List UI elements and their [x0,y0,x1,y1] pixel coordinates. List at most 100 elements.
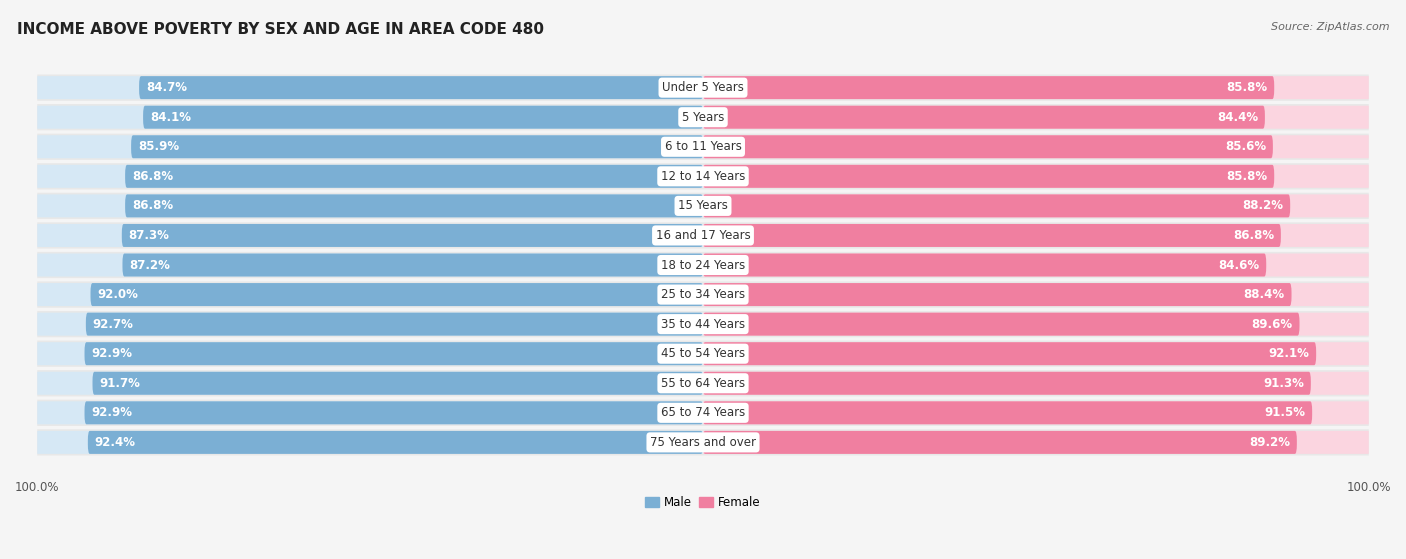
FancyBboxPatch shape [703,372,1310,395]
Text: 25 to 34 Years: 25 to 34 Years [661,288,745,301]
FancyBboxPatch shape [143,106,703,129]
FancyBboxPatch shape [37,222,1369,249]
Text: Under 5 Years: Under 5 Years [662,81,744,94]
FancyBboxPatch shape [703,283,1292,306]
FancyBboxPatch shape [125,165,703,188]
Text: 5 Years: 5 Years [682,111,724,124]
Text: 84.7%: 84.7% [146,81,187,94]
FancyBboxPatch shape [37,400,1369,426]
Legend: Male, Female: Male, Female [641,491,765,514]
Text: 85.6%: 85.6% [1225,140,1267,153]
FancyBboxPatch shape [87,431,703,454]
Text: 84.4%: 84.4% [1218,111,1258,124]
FancyBboxPatch shape [703,106,1369,129]
Text: 92.9%: 92.9% [91,406,132,419]
Text: 55 to 64 Years: 55 to 64 Years [661,377,745,390]
Text: Source: ZipAtlas.com: Source: ZipAtlas.com [1271,22,1389,32]
FancyBboxPatch shape [122,254,703,277]
FancyBboxPatch shape [37,340,1369,367]
Text: 85.8%: 85.8% [1226,170,1268,183]
FancyBboxPatch shape [703,224,1281,247]
FancyBboxPatch shape [37,135,703,158]
Text: 92.9%: 92.9% [91,347,132,360]
FancyBboxPatch shape [37,193,1369,219]
Text: 88.4%: 88.4% [1244,288,1285,301]
FancyBboxPatch shape [703,76,1274,99]
Text: 89.6%: 89.6% [1251,318,1294,330]
FancyBboxPatch shape [703,254,1369,277]
FancyBboxPatch shape [703,254,1267,277]
FancyBboxPatch shape [37,76,703,99]
FancyBboxPatch shape [703,342,1369,365]
FancyBboxPatch shape [37,429,1369,456]
FancyBboxPatch shape [84,342,703,365]
Text: 6 to 11 Years: 6 to 11 Years [665,140,741,153]
FancyBboxPatch shape [703,165,1274,188]
Text: 86.8%: 86.8% [132,170,173,183]
FancyBboxPatch shape [37,312,703,335]
FancyBboxPatch shape [703,135,1272,158]
FancyBboxPatch shape [37,311,1369,337]
Text: 86.8%: 86.8% [1233,229,1274,242]
Text: 45 to 54 Years: 45 to 54 Years [661,347,745,360]
FancyBboxPatch shape [37,283,703,306]
FancyBboxPatch shape [37,224,703,247]
FancyBboxPatch shape [131,135,703,158]
Text: 75 Years and over: 75 Years and over [650,436,756,449]
Text: 84.6%: 84.6% [1219,258,1260,272]
FancyBboxPatch shape [84,401,703,424]
FancyBboxPatch shape [703,106,1265,129]
Text: 86.8%: 86.8% [132,200,173,212]
Text: 91.3%: 91.3% [1264,377,1305,390]
Text: 92.0%: 92.0% [97,288,138,301]
Text: 92.4%: 92.4% [94,436,135,449]
FancyBboxPatch shape [90,283,703,306]
FancyBboxPatch shape [37,104,1369,130]
FancyBboxPatch shape [37,372,703,395]
FancyBboxPatch shape [37,134,1369,160]
Text: 12 to 14 Years: 12 to 14 Years [661,170,745,183]
FancyBboxPatch shape [703,165,1369,188]
FancyBboxPatch shape [37,252,1369,278]
FancyBboxPatch shape [37,401,703,424]
FancyBboxPatch shape [703,431,1369,454]
Text: 84.1%: 84.1% [150,111,191,124]
FancyBboxPatch shape [703,342,1316,365]
FancyBboxPatch shape [703,195,1291,217]
FancyBboxPatch shape [86,312,703,335]
Text: 88.2%: 88.2% [1243,200,1284,212]
FancyBboxPatch shape [37,163,1369,190]
Text: 91.7%: 91.7% [100,377,141,390]
FancyBboxPatch shape [703,195,1369,217]
FancyBboxPatch shape [37,370,1369,396]
FancyBboxPatch shape [139,76,703,99]
FancyBboxPatch shape [37,281,1369,307]
FancyBboxPatch shape [125,195,703,217]
Text: 91.5%: 91.5% [1264,406,1306,419]
Text: 15 Years: 15 Years [678,200,728,212]
Text: 16 and 17 Years: 16 and 17 Years [655,229,751,242]
FancyBboxPatch shape [37,106,703,129]
FancyBboxPatch shape [703,401,1369,424]
FancyBboxPatch shape [703,431,1296,454]
FancyBboxPatch shape [703,312,1299,335]
Text: 35 to 44 Years: 35 to 44 Years [661,318,745,330]
FancyBboxPatch shape [703,76,1369,99]
FancyBboxPatch shape [37,431,703,454]
Text: 87.3%: 87.3% [128,229,169,242]
Text: 87.2%: 87.2% [129,258,170,272]
FancyBboxPatch shape [703,372,1369,395]
FancyBboxPatch shape [37,74,1369,101]
Text: 85.8%: 85.8% [1226,81,1268,94]
FancyBboxPatch shape [93,372,703,395]
FancyBboxPatch shape [703,135,1369,158]
FancyBboxPatch shape [703,312,1369,335]
FancyBboxPatch shape [37,165,703,188]
Text: INCOME ABOVE POVERTY BY SEX AND AGE IN AREA CODE 480: INCOME ABOVE POVERTY BY SEX AND AGE IN A… [17,22,544,37]
Text: 92.7%: 92.7% [93,318,134,330]
FancyBboxPatch shape [37,342,703,365]
FancyBboxPatch shape [37,195,703,217]
FancyBboxPatch shape [703,224,1369,247]
FancyBboxPatch shape [122,224,703,247]
FancyBboxPatch shape [703,401,1312,424]
